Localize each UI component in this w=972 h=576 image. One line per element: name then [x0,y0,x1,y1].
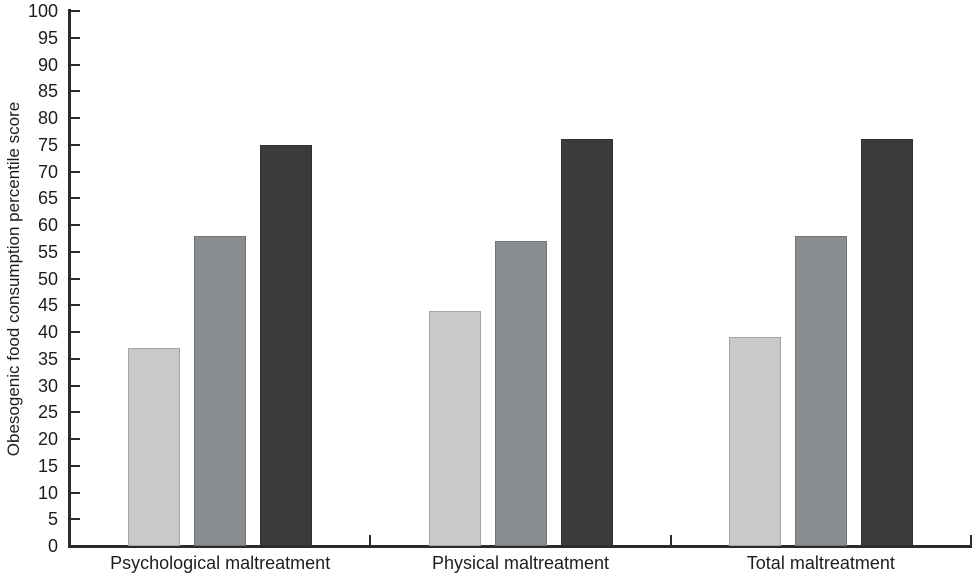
y-tick-label: 20 [37,429,58,449]
medium-gray-bar [494,241,547,546]
y-tick-mark [71,277,80,280]
y-tick-label: 35 [37,348,58,369]
y-tick-mark [71,63,80,66]
y-tick-label: 5 [47,509,58,530]
x-category-label: Total maltreatment [746,553,895,573]
light-gray-bar [428,310,481,546]
y-tick-label: 25 [37,402,58,423]
y-tick-mark [71,143,80,146]
x-tick-mark [970,535,972,545]
y-tick-mark [71,170,80,173]
y-tick-mark [71,304,80,307]
y-tick-label: 85 [37,81,58,102]
dark-gray-bar [860,139,913,546]
dark-gray-bar [260,144,313,546]
x-category-label: Physical maltreatment [431,553,610,573]
y-tick-label: 10 [37,482,58,503]
light-gray-bar [128,348,181,546]
x-tick-mark [669,535,672,545]
y-tick-label: 0 [47,536,58,556]
y-tick-label: 50 [37,268,58,289]
y-tick-mark [71,545,80,547]
x-tick-mark [369,535,372,545]
y-tick-mark [71,411,80,414]
y-tick-mark [71,10,80,12]
y-tick-label: 95 [37,27,58,48]
x-category-label: Psychological maltreatment [110,553,331,573]
y-tick-mark [71,438,80,440]
y-tick-label: 90 [37,54,58,75]
y-tick-mark [71,518,80,521]
y-tick-label: 45 [37,295,58,316]
y-tick-mark [71,384,80,387]
y-tick-mark [71,197,80,200]
y-tick-label: 100 [27,1,58,21]
y-tick-mark [71,357,80,360]
y-tick-mark [71,331,80,333]
y-tick-label: 65 [37,188,58,209]
y-tick-label: 55 [37,241,58,262]
y-tick-mark [71,250,80,253]
y-tick-label: 30 [37,375,58,396]
medium-gray-bar [194,235,247,546]
y-tick-mark [71,464,80,467]
dark-gray-bar [560,139,613,546]
x-axis-line [68,545,972,548]
y-tick-label: 15 [37,455,58,476]
y-tick-mark [71,117,80,119]
y-tick-label: 75 [37,134,58,155]
y-tick-label: 70 [37,161,58,182]
y-tick-mark [71,224,80,226]
y-tick-mark [71,90,80,93]
y-tick-mark [71,36,80,39]
y-tick-label: 40 [37,322,58,342]
y-tick-mark [71,491,80,494]
y-axis-line [68,9,71,548]
medium-gray-bar [794,235,847,546]
y-tick-label: 60 [37,215,58,235]
light-gray-bar [728,337,781,546]
y-tick-label: 80 [37,108,58,128]
